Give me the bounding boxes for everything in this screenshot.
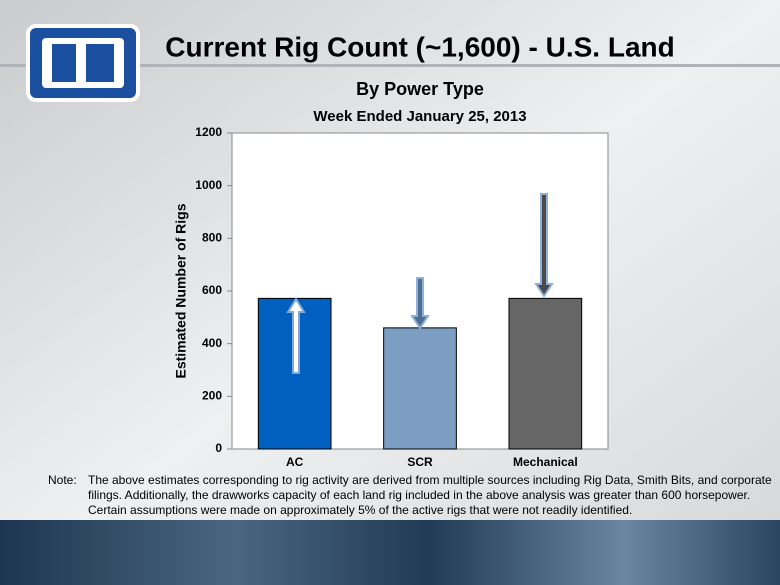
period: Week Ended January 25, 2013: [313, 108, 526, 125]
x-tick-label: AC: [286, 455, 304, 469]
note-line: The above estimates corresponding to rig…: [88, 473, 772, 487]
note-label: Note:: [48, 473, 77, 487]
x-tick-label: SCR: [407, 455, 433, 469]
y-tick-label: 200: [202, 389, 222, 403]
y-tick-label: 1200: [195, 125, 222, 139]
y-tick-label: 400: [202, 336, 222, 350]
logo: [26, 24, 140, 102]
bar: [383, 327, 457, 450]
subtitle: By Power Type: [356, 79, 484, 99]
y-tick-label: 1000: [195, 178, 222, 192]
note-line: Certain assumptions were made on approxi…: [88, 503, 632, 517]
header-rule: [0, 64, 780, 67]
photo-strip: [0, 520, 780, 585]
bar: [508, 297, 583, 450]
note-line: filings. Additionally, the drawworks cap…: [88, 488, 750, 502]
y-tick-label: 600: [202, 283, 222, 297]
x-tick-label: Mechanical: [513, 455, 578, 469]
y-tick-label: 0: [215, 441, 222, 455]
y-axis-label: Estimated Number of Rigs: [173, 203, 189, 378]
slide-title: Current Rig Count (~1,600) - U.S. Land: [165, 31, 674, 62]
arrows: [286, 193, 554, 374]
y-tick-label: 800: [202, 231, 222, 245]
